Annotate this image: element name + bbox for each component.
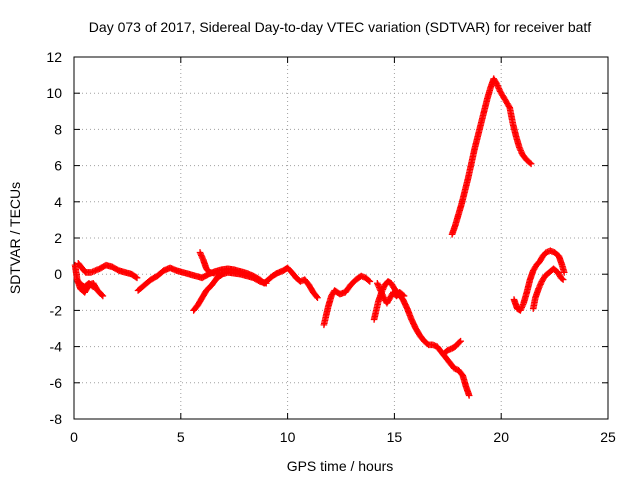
y-tick-label: -6 — [50, 375, 63, 391]
x-tick-label: 0 — [70, 429, 78, 445]
series-segment-k — [448, 75, 535, 238]
data-point-marker — [88, 282, 96, 290]
data-point-marker — [98, 291, 106, 299]
data-point-marker — [132, 273, 140, 281]
series-segment-f — [196, 249, 223, 278]
y-tick-label: 6 — [54, 158, 62, 174]
y-tick-label: -8 — [50, 411, 63, 427]
x-tick-label: 10 — [280, 429, 296, 445]
series-segment-g — [320, 272, 374, 329]
data-point-marker — [558, 275, 566, 283]
series-segment-m — [529, 265, 567, 312]
tick-layer: 0 5 10 15 20 25 -8 -6 -4 -2 0 2 4 6 8 10 12 — [46, 49, 616, 445]
x-tick-label: 25 — [600, 429, 616, 445]
data-layer — [71, 75, 568, 399]
series-segment-l — [510, 247, 568, 314]
data-point-marker — [456, 338, 463, 346]
y-axis-label: SDTVAR / TECUs — [7, 182, 23, 294]
y-tick-label: -4 — [50, 339, 63, 355]
x-tick-label: 5 — [177, 429, 185, 445]
data-point-marker — [313, 293, 320, 300]
y-tick-label: 0 — [54, 266, 62, 282]
data-point-marker — [314, 294, 321, 302]
y-tick-label: -2 — [50, 302, 63, 318]
data-point-marker — [365, 277, 373, 284]
data-point-marker — [262, 279, 270, 287]
y-tick-label: 4 — [54, 194, 62, 210]
data-point-marker — [465, 392, 473, 399]
data-point-marker — [457, 337, 464, 345]
x-axis-label: GPS time / hours — [287, 458, 394, 474]
x-tick-label: 15 — [387, 429, 403, 445]
data-point-marker — [99, 292, 107, 300]
grid-layer — [74, 57, 608, 419]
data-point-marker — [215, 270, 223, 278]
data-point-marker — [133, 274, 141, 282]
chart-title: Day 073 of 2017, Sidereal Day-to-day VTE… — [89, 19, 592, 35]
series-segment-j — [440, 337, 464, 358]
data-point-marker — [366, 278, 374, 285]
y-tick-label: 12 — [46, 49, 62, 65]
y-tick-label: 8 — [54, 121, 62, 137]
data-point-marker — [399, 291, 407, 299]
data-point-marker — [560, 269, 568, 276]
x-tick-label: 20 — [493, 429, 509, 445]
data-point-marker — [526, 159, 534, 167]
y-tick-label: 2 — [54, 230, 62, 246]
series-segment-b — [74, 260, 141, 282]
y-tick-label: 10 — [46, 85, 62, 101]
series-segment-c — [74, 278, 97, 291]
data-point-marker — [400, 292, 408, 300]
series-segment-i — [374, 279, 408, 307]
data-point-marker — [89, 283, 97, 291]
series-segment-e — [190, 269, 270, 314]
data-point-marker — [527, 160, 535, 168]
data-point-marker — [559, 276, 567, 283]
